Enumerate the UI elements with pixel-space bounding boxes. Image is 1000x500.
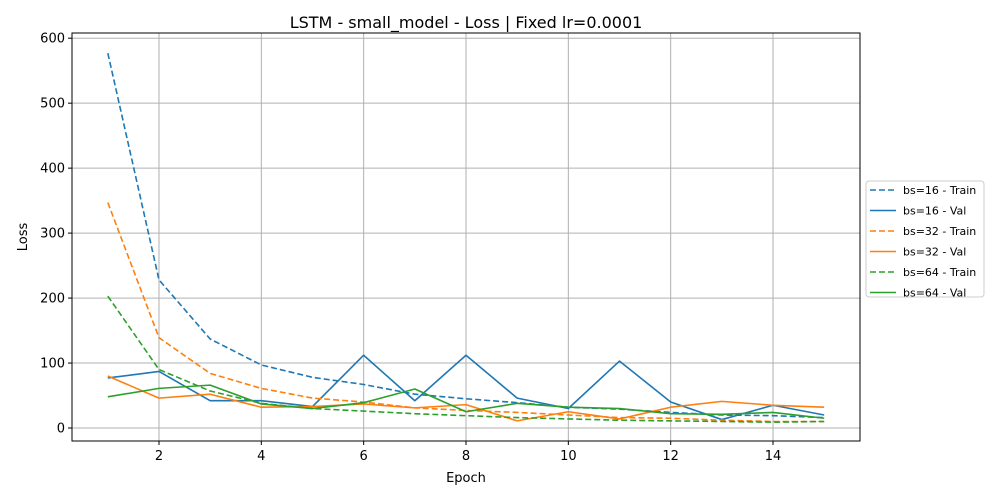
series-line-bs-64-val xyxy=(107,384,825,420)
y-tick-label: 200 xyxy=(40,292,65,307)
chart-title: LSTM - small_model - Loss | Fixed lr=0.0… xyxy=(290,13,643,33)
y-axis-title: Loss xyxy=(16,223,31,252)
x-tick-label: 12 xyxy=(662,449,679,464)
y-tick-label: 0 xyxy=(57,422,65,437)
axis-ticks: 2 4 6 8 10 12 14 0 100 200 300 400 500 600 xyxy=(40,32,781,464)
x-tick-label: 8 xyxy=(462,449,470,464)
x-tick-label: 2 xyxy=(155,449,163,464)
y-tick-label: 500 xyxy=(40,97,65,112)
series-line-bs-32-val xyxy=(107,375,825,422)
x-tick-label: 4 xyxy=(257,449,265,464)
y-tick-label: 400 xyxy=(40,162,65,177)
series-line-bs-32-train xyxy=(107,202,825,423)
y-tick-label: 300 xyxy=(40,227,65,242)
series-lines xyxy=(107,52,825,423)
legend-label: bs=64 - Val xyxy=(903,287,966,300)
legend-label: bs=64 - Train xyxy=(903,266,976,279)
x-tick-label: 14 xyxy=(765,449,782,464)
x-axis-title: Epoch xyxy=(446,471,486,486)
legend-label: bs=16 - Train xyxy=(903,184,976,197)
x-tick-label: 10 xyxy=(560,449,577,464)
legend-label: bs=32 - Val xyxy=(903,246,966,259)
legend-label: bs=32 - Train xyxy=(903,225,976,238)
legend-box xyxy=(865,180,985,298)
series-line-bs-64-train xyxy=(107,295,825,423)
legend-label: bs=16 - Val xyxy=(903,205,966,218)
grid xyxy=(72,33,860,441)
y-tick-label: 100 xyxy=(40,357,65,372)
x-tick-label: 6 xyxy=(360,449,368,464)
legend: bs=16 - Train bs=16 - Val bs=32 - Train bs=… xyxy=(865,180,985,300)
y-tick-label: 600 xyxy=(40,32,65,47)
